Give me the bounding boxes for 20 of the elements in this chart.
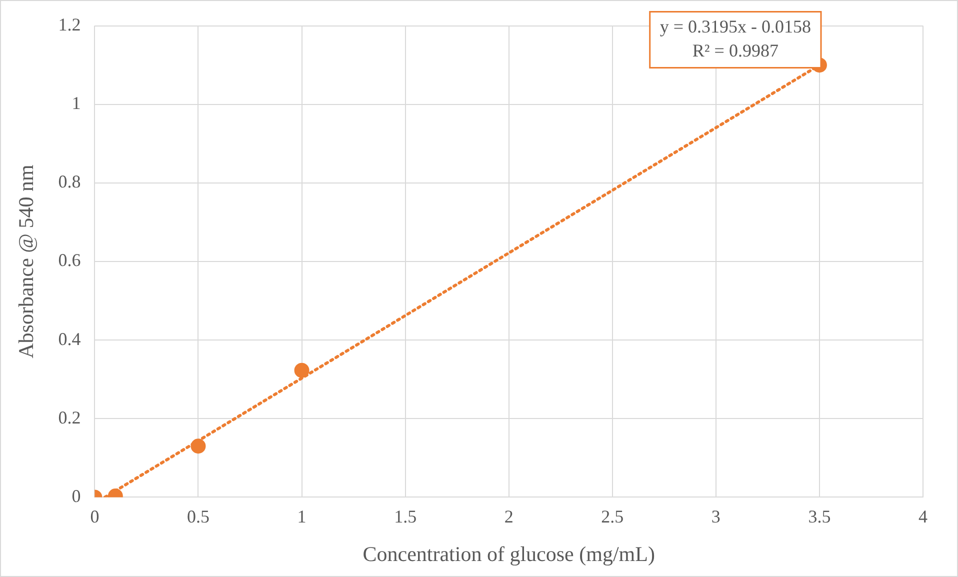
y-tick-label: 0.8 bbox=[58, 172, 81, 192]
x-tick-label: 3.5 bbox=[808, 506, 831, 527]
y-axis-title: Absorbance @ 540 nm bbox=[14, 164, 38, 358]
y-tick-label: 0.4 bbox=[58, 328, 81, 349]
x-tick-label: 0.5 bbox=[186, 506, 210, 527]
x-tick-label: 0 bbox=[90, 506, 100, 527]
y-tick-label: 1 bbox=[72, 93, 81, 114]
x-tick-label: 2 bbox=[504, 506, 514, 527]
x-tick-label: 1 bbox=[297, 506, 306, 527]
y-tick-label: 0 bbox=[72, 486, 81, 506]
y-tick-label: 0.2 bbox=[58, 407, 81, 428]
y-tick-label: 1.2 bbox=[58, 14, 81, 35]
x-tick-label: 4 bbox=[918, 506, 928, 527]
x-tick-label: 3 bbox=[711, 506, 720, 527]
annotation: y = 0.3195x - 0.0158 bbox=[660, 16, 812, 37]
x-tick-label: 1.5 bbox=[394, 506, 417, 527]
x-axis-title: Concentration of glucose (mg/mL) bbox=[362, 542, 655, 566]
y-tick-label: 0.6 bbox=[58, 250, 81, 270]
annotation: R² = 0.9987 bbox=[692, 40, 778, 61]
x-tick-label: 2.5 bbox=[601, 506, 624, 527]
